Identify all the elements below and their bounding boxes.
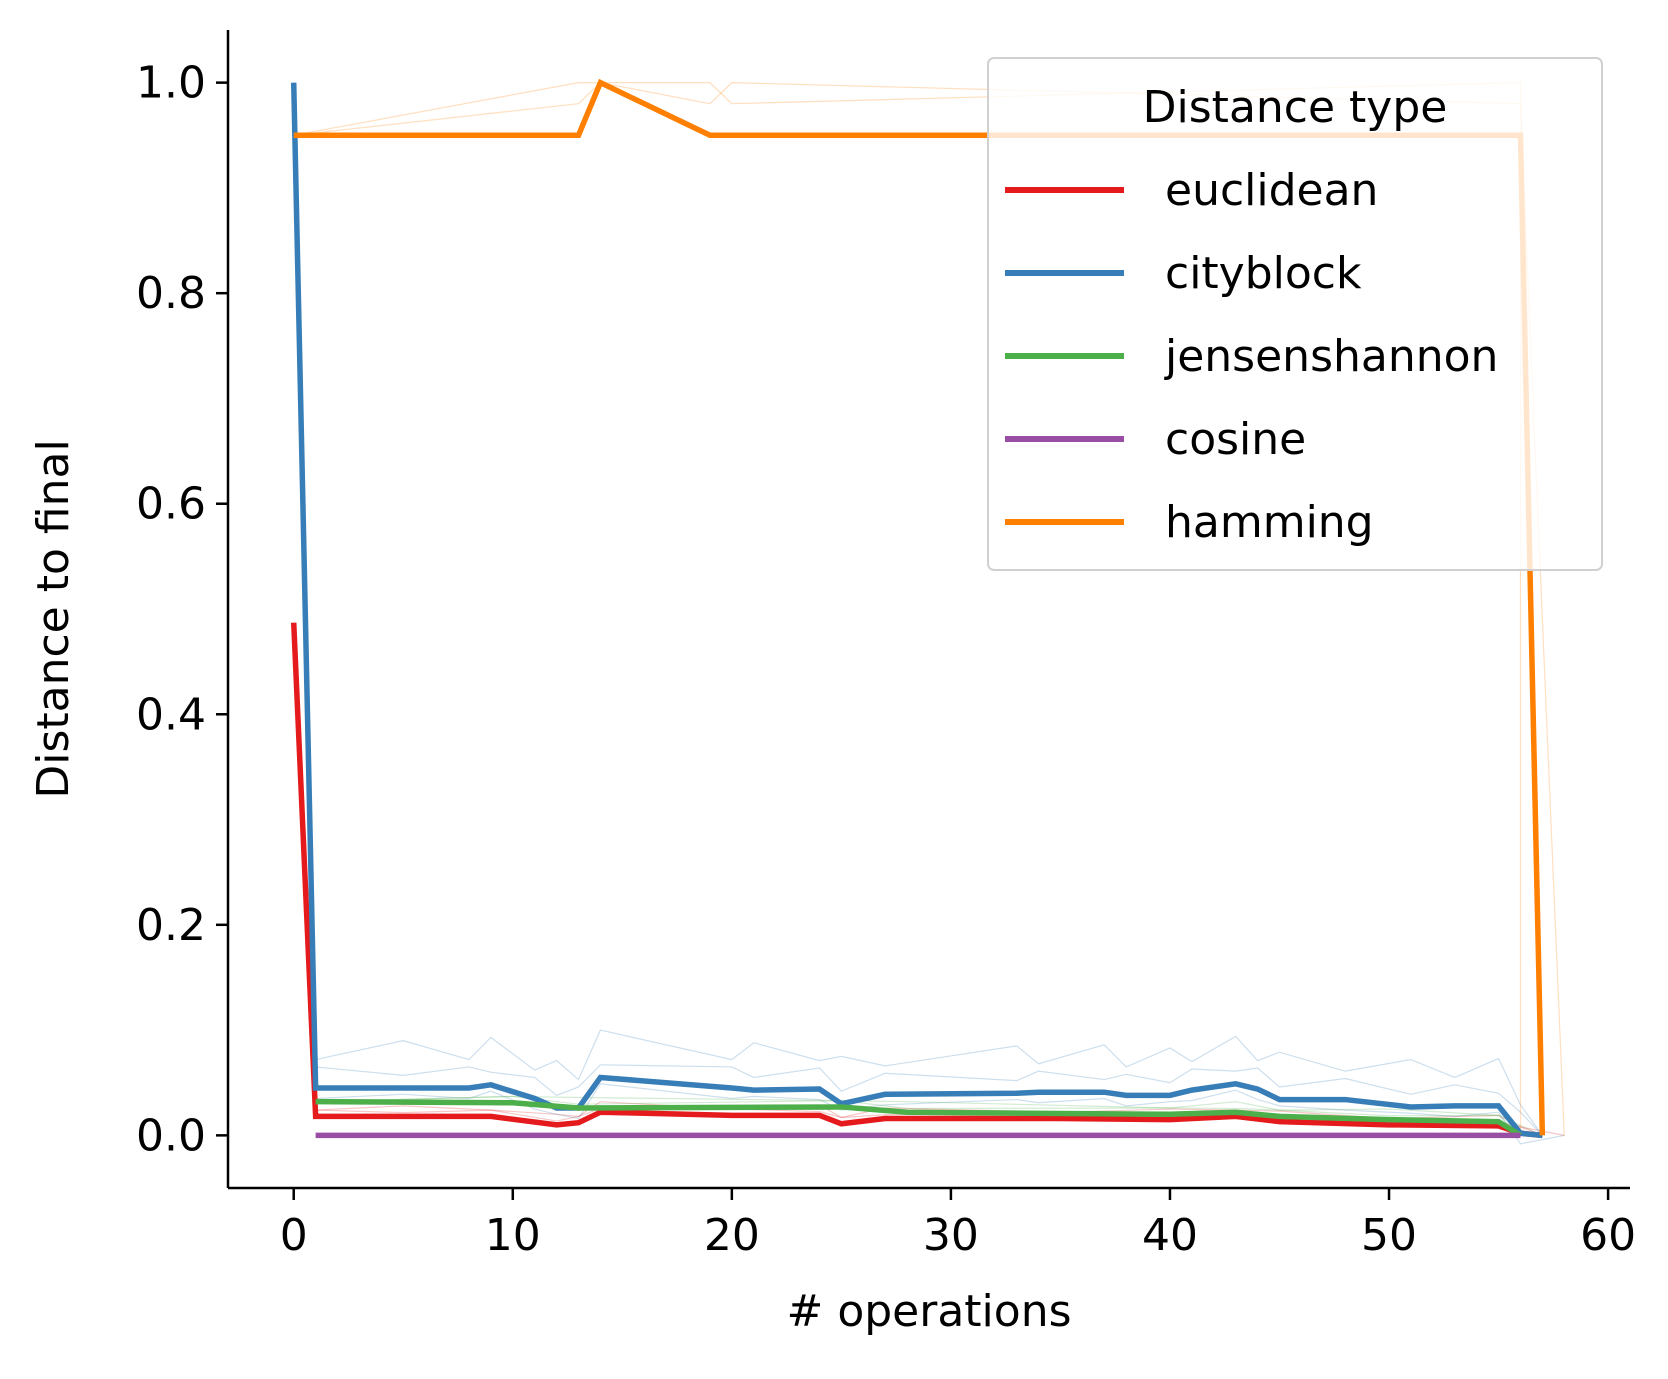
x-tick-label: 50	[1361, 1210, 1417, 1261]
y-tick-label: 0.2	[136, 900, 206, 951]
x-ticks: 0 10 20 30 40 50 60	[280, 1188, 1636, 1261]
x-tick-label: 0	[280, 1210, 308, 1261]
x-tick-label: 60	[1580, 1210, 1636, 1261]
x-tick-label: 40	[1142, 1210, 1198, 1261]
legend-label-cityblock: cityblock	[1165, 248, 1362, 299]
series-line-euclidean	[290, 622, 1543, 1139]
x-axis-label: # operations	[786, 1286, 1071, 1337]
background-trace-euclidean	[293, 622, 1543, 1136]
x-tick-label: 30	[923, 1210, 979, 1261]
series-lines	[290, 78, 1546, 1139]
y-tick-label: 0.6	[136, 479, 206, 530]
series-line-cityblock	[290, 82, 1543, 1139]
background-trace-cityblock	[293, 82, 1543, 1136]
y-tick-label: 1.0	[136, 58, 206, 109]
legend-title: Distance type	[1143, 82, 1448, 133]
y-tick-label: 0.4	[136, 689, 206, 740]
background-trace-euclidean	[293, 622, 1565, 1136]
legend-box	[987, 57, 1603, 571]
background-trace-jensenshannon	[315, 1095, 1543, 1136]
y-axis-label: Distance to final	[28, 439, 79, 798]
legend-label-euclidean: euclidean	[1165, 165, 1378, 216]
y-tick-label: 0.0	[136, 1110, 206, 1161]
y-ticks: 0.0 0.2 0.4 0.6 0.8 1.0	[136, 58, 228, 1161]
legend-label-hamming: hamming	[1165, 497, 1374, 548]
legend-label-jensenshannon: jensenshannon	[1164, 331, 1498, 382]
legend-entries: euclidean cityblock jensenshannon cosine ham…	[1005, 165, 1498, 548]
series-line-jensenshannon	[315, 1098, 1522, 1138]
x-tick-label: 10	[485, 1210, 541, 1261]
y-tick-label: 0.8	[136, 268, 206, 319]
x-tick-label: 20	[704, 1210, 760, 1261]
axes: 0 10 20 30 40 50 60 0.0 0.2 0.4 0.6 0.8 1.0 # opera…	[28, 30, 1636, 1337]
background-trace-jensenshannon	[315, 1095, 1521, 1136]
legend: Distance type euclidean cityblock jensensh…	[987, 57, 1603, 571]
background-trace-cityblock	[293, 82, 1543, 1136]
legend-label-cosine: cosine	[1165, 414, 1306, 465]
